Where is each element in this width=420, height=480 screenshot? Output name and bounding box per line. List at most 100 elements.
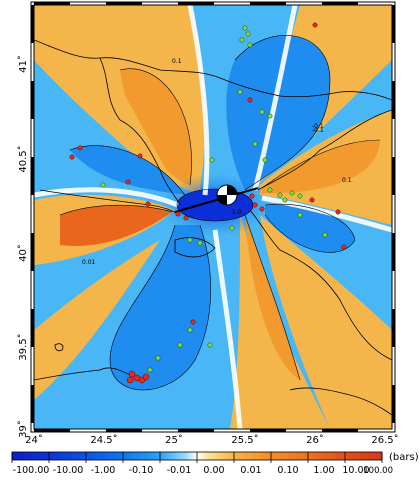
aftershock-point	[242, 25, 248, 31]
aftershock-point	[147, 367, 153, 373]
contour-label-group: 0.1 1.0 0.01 -0.1 0.1 -0.1	[82, 58, 352, 266]
event-point	[128, 370, 136, 378]
colorbar-tick-label: 0.01	[240, 465, 261, 476]
aftershock-point	[155, 355, 161, 361]
longitude-axis: 24˚ 24.5˚ 25˚ 25.5˚ 26˚ 26.5˚	[25, 434, 399, 446]
aftershock-point	[277, 192, 283, 198]
lat-tick-label: 39.5˚	[17, 333, 29, 360]
lobe-north-left	[34, 5, 185, 200]
event-point	[69, 154, 75, 160]
aftershock-point	[177, 342, 183, 348]
positive-stress-lobes	[34, 5, 392, 429]
lon-tick-label: 24.5˚	[90, 434, 117, 446]
colorbar-tick-label: -10.00	[53, 465, 84, 476]
aftershock-point	[197, 240, 203, 246]
coastlines	[34, 39, 392, 416]
contour-label: -0.1	[312, 127, 324, 134]
event-points	[69, 22, 347, 384]
contour-label: 0.1	[342, 177, 352, 184]
event-point	[249, 193, 255, 199]
map-frame	[30, 1, 396, 433]
coast-south	[249, 209, 392, 361]
aftershock-point	[237, 89, 243, 95]
focal-mechanism-beachball-icon	[216, 184, 238, 206]
colorbar-unit-label: (bars)	[389, 452, 419, 463]
lobe-west-blue	[70, 145, 185, 195]
lon-tick-label: 24˚	[25, 434, 43, 446]
lobe-east-core	[262, 140, 380, 194]
colorbar-tick-label: -0.10	[129, 465, 154, 476]
event-point	[145, 201, 151, 207]
lon-tick-label: 25˚	[165, 434, 183, 446]
lat-tick-label: 40.5˚	[17, 145, 29, 172]
event-point	[142, 373, 150, 381]
colorbar-tick-label: 0.10	[277, 465, 298, 476]
colorbar-tick-labels: -100.00 -10.00 -1.00 -0.10 -0.01 0.00 0.…	[13, 465, 393, 476]
aftershock-point	[267, 113, 273, 119]
aftershock-point	[207, 342, 213, 348]
fault-trace	[174, 187, 259, 213]
event-point	[252, 202, 258, 208]
lat-tick-label: 41˚	[17, 55, 29, 73]
aftershock-point	[187, 237, 193, 243]
event-point	[341, 244, 347, 250]
event-point	[175, 211, 181, 217]
contour-label: -0.1	[312, 123, 324, 130]
latitude-axis: 41˚ 40.5˚ 40˚ 39.5˚ 39˚	[17, 55, 29, 438]
event-point	[183, 215, 189, 221]
event-point	[190, 319, 196, 325]
lat-tick-label: 40˚	[17, 244, 29, 262]
event-point	[259, 206, 265, 212]
coast-peninsula-east	[257, 109, 392, 191]
lat-tick-label: 39˚	[17, 420, 29, 438]
event-point	[137, 153, 143, 159]
contour-lines	[59, 35, 381, 391]
aftershock-point	[267, 187, 273, 193]
aftershock-point	[239, 37, 245, 43]
event-point	[125, 179, 131, 185]
colorbar-tick-label: 100.00	[363, 466, 393, 476]
coast-gulf	[39, 189, 181, 216]
event-point	[309, 197, 315, 203]
colorbar-tick-label: 0.00	[203, 465, 224, 476]
colorbar-ticks	[11, 452, 383, 463]
lobe-west-core	[60, 205, 172, 246]
aftershock-point	[322, 232, 328, 238]
coast-southeast	[289, 387, 392, 416]
aftershock-point	[252, 141, 258, 147]
colorbar: -100.00 -10.00 -1.00 -0.10 -0.01 0.00 0.…	[11, 451, 419, 476]
lon-tick-label: 26.5˚	[371, 434, 398, 446]
colorbar-tick-label: 10.00	[342, 465, 369, 476]
event-point	[335, 209, 341, 215]
aftershock-point	[297, 212, 303, 218]
colorbar-tick-label: -100.00	[13, 465, 50, 476]
contour-label: 1.0	[232, 209, 242, 216]
coast-peninsula-north	[99, 57, 181, 206]
event-point	[247, 97, 253, 103]
colorbar-tick-label: -0.01	[167, 465, 192, 476]
aftershock-point	[229, 225, 235, 231]
aftershock-point	[282, 197, 288, 203]
contour-label: 0.01	[82, 259, 96, 266]
aftershock-point	[259, 109, 265, 115]
aftershock-point	[289, 190, 295, 196]
aftershock-point	[262, 157, 268, 163]
lobe-north-blue	[226, 35, 330, 190]
lon-tick-label: 25.5˚	[231, 434, 258, 446]
lobe-southeast	[260, 215, 392, 429]
lon-tick-label: 26˚	[306, 434, 324, 446]
aftershock-point	[245, 31, 251, 37]
aftershock-point	[100, 182, 106, 188]
lobe-southwest-blue	[110, 225, 211, 390]
lobe-northwest-core	[120, 68, 192, 185]
aftershock-point	[247, 42, 253, 48]
aftershock-points	[100, 25, 328, 373]
colorbar-tick-label: 1.00	[313, 465, 334, 476]
negative-stress-lobes	[70, 35, 355, 390]
event-point	[77, 145, 83, 151]
coast-island-small	[54, 343, 64, 352]
aftershock-point	[187, 327, 193, 333]
aftershock-point	[209, 157, 215, 163]
lobe-southwest	[34, 240, 160, 400]
